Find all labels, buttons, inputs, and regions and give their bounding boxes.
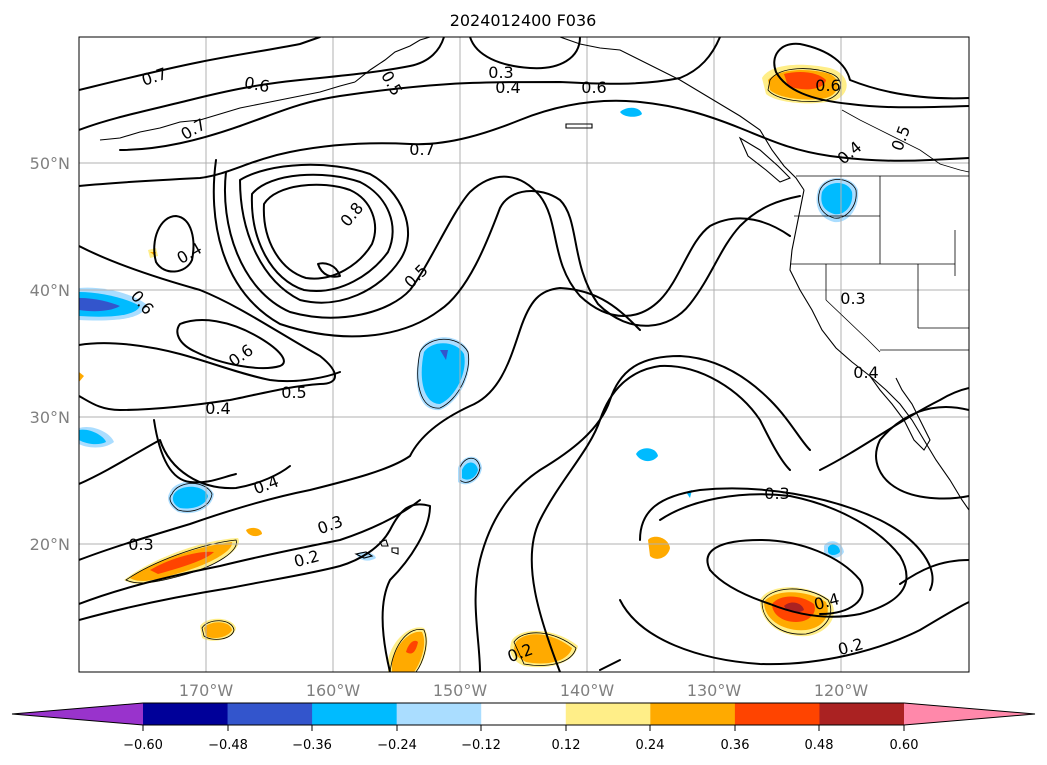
colorbar-tick-label: −0.36: [292, 738, 332, 753]
colorbar-cell: [650, 703, 736, 725]
contour-label: 0.3: [840, 289, 865, 308]
colorbar-extend-right: [904, 703, 1035, 725]
lon-label: 170°W: [179, 681, 234, 700]
contour-label: 0.4: [495, 78, 520, 97]
colorbar-extend-left: [12, 703, 143, 725]
colorbar-cell: [481, 703, 567, 725]
colorbar-cell: [819, 703, 905, 725]
contour-label: 0.6: [243, 73, 271, 96]
lon-label: 120°W: [814, 681, 869, 700]
contour-layer: [79, 37, 969, 672]
lat-label: 30°N: [30, 408, 70, 427]
contour-label: 0.3: [764, 484, 789, 503]
lat-lon-grid: [79, 37, 969, 672]
colorbar-cell: [565, 703, 651, 725]
colorbar-cell: [227, 703, 313, 725]
lon-label: 130°W: [687, 681, 742, 700]
contour-label: 0.5: [281, 383, 306, 402]
map-plot-area: 0.7 0.6 0.5 0.7 0.3 0.4 0.6 0.6 0.5 0.4 …: [79, 37, 969, 672]
colorbar-tick-label: −0.48: [208, 738, 248, 753]
colorbar-cell: [734, 703, 820, 725]
colorbar-ticks: [142, 725, 905, 731]
colorbar-tick-label: −0.12: [461, 738, 501, 753]
colorbar-tick-labels: −0.60 −0.48 −0.36 −0.24 −0.12 0.12 0.24 …: [123, 738, 918, 753]
lat-label: 40°N: [30, 281, 70, 300]
colorbar-tick-label: 0.12: [552, 738, 581, 753]
colorbar: −0.60 −0.48 −0.36 −0.24 −0.12 0.12 0.24 …: [11, 702, 1036, 753]
lon-label: 160°W: [306, 681, 361, 700]
colorbar-tick-label: −0.60: [123, 738, 163, 753]
colorbar-tick-label: 0.60: [890, 738, 919, 753]
lon-label: 150°W: [433, 681, 488, 700]
shading-outline-layer: [125, 68, 857, 672]
colorbar-tick-label: 0.48: [805, 738, 834, 753]
colorbar-cells: [143, 703, 905, 725]
colorbar-tick-label: −0.24: [377, 738, 417, 753]
colorbar-cell: [396, 703, 482, 725]
shaded-anomaly-layer: [79, 64, 859, 672]
colorbar-tick-label: 0.24: [636, 738, 665, 753]
contour-label: 0.7: [409, 140, 434, 159]
lat-label: 50°N: [30, 154, 70, 173]
contour-label: 0.4: [205, 399, 230, 418]
colorbar-cell: [312, 703, 398, 725]
lat-label: 20°N: [30, 535, 70, 554]
colorbar-cell: [143, 703, 229, 725]
lon-axis-labels: 170°W 160°W 150°W 140°W 130°W 120°W: [179, 681, 869, 700]
contour-label: 0.6: [815, 76, 840, 95]
lon-label: 140°W: [560, 681, 615, 700]
coastline-layer: [99, 37, 969, 559]
colorbar-tick-label: 0.36: [721, 738, 750, 753]
lat-axis-labels: 50°N 40°N 30°N 20°N: [30, 154, 70, 554]
contour-label: 0.3: [128, 535, 153, 554]
contour-label: 0.4: [853, 363, 878, 382]
contour-label: 0.6: [581, 78, 606, 97]
map-frame: [78, 36, 970, 673]
map-title: 2024012400 F036: [450, 11, 597, 30]
contour-label: 0.3: [488, 63, 513, 82]
